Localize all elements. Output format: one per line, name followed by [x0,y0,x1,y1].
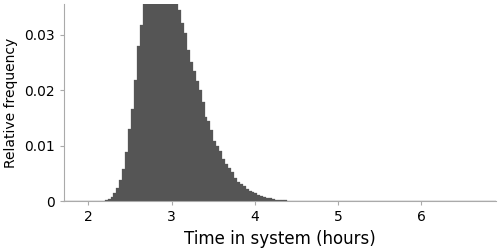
Bar [170,0,172,201]
Bar [219,151,222,201]
Bar [222,159,225,201]
Bar [196,81,198,201]
Bar [275,200,278,201]
Bar [266,198,269,201]
Bar [125,152,128,201]
Bar [264,197,266,201]
Bar [143,0,146,201]
Bar [166,0,170,201]
Bar [216,146,219,201]
Bar [284,200,287,201]
Bar [116,187,119,201]
Bar [248,191,252,201]
Bar [137,46,140,201]
Bar [128,129,131,201]
Bar [172,0,175,201]
Bar [181,23,184,201]
Bar [110,197,114,201]
Bar [158,0,160,201]
Bar [281,200,284,201]
Bar [190,62,193,201]
Bar [148,0,152,201]
Bar [152,0,154,201]
Bar [272,199,275,201]
Bar [134,80,137,201]
Bar [258,195,260,201]
Bar [184,33,187,201]
Bar [120,179,122,201]
Bar [202,102,204,201]
Bar [260,196,264,201]
Bar [154,0,158,201]
Bar [210,130,214,201]
Bar [140,25,143,201]
Bar [175,0,178,201]
Bar [237,182,240,201]
Bar [225,164,228,201]
Bar [204,117,208,201]
Bar [122,169,125,201]
Bar [104,200,108,201]
Bar [208,121,210,201]
Bar [242,186,246,201]
Bar [231,172,234,201]
Bar [146,0,148,201]
Bar [114,193,116,201]
Bar [269,198,272,201]
Bar [164,0,166,201]
Bar [187,50,190,201]
Y-axis label: Relative frequency: Relative frequency [4,38,18,168]
Bar [198,90,202,201]
Bar [108,199,110,201]
Bar [246,189,248,201]
Bar [252,193,254,201]
Bar [214,141,216,201]
Bar [278,200,281,201]
X-axis label: Time in system (hours): Time in system (hours) [184,230,376,248]
Bar [240,184,242,201]
Bar [228,169,231,201]
Bar [254,193,258,201]
Bar [160,0,164,201]
Bar [193,71,196,201]
Bar [178,10,181,201]
Bar [234,178,237,201]
Bar [131,109,134,201]
